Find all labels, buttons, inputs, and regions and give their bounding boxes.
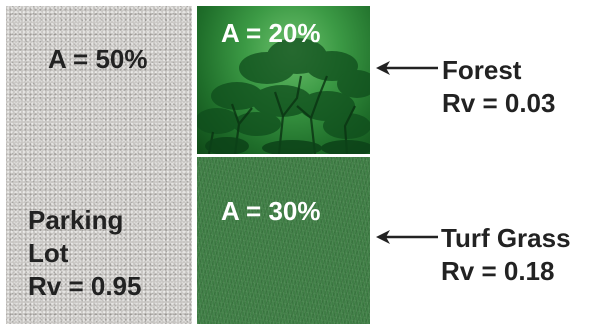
parking-rv-label: Rv = 0.95 <box>28 271 142 301</box>
turf-name-label: Turf Grass <box>441 223 571 253</box>
turf-grass-panel <box>197 157 370 324</box>
parking-name-line-2: Lot <box>28 238 69 268</box>
parking-lot-panel <box>6 6 192 324</box>
left-arrow-icon <box>376 61 438 75</box>
parking-area-label: A = 50% <box>48 44 148 74</box>
forest-rv-label: Rv = 0.03 <box>442 88 556 118</box>
forest-area-label: A = 20% <box>221 18 321 48</box>
forest-trees-illustration <box>197 38 370 154</box>
turf-area-label: A = 30% <box>221 196 321 226</box>
left-arrow-icon <box>376 230 438 244</box>
turf-rv-label: Rv = 0.18 <box>441 256 555 286</box>
parking-name-line-1: Parking <box>28 205 124 235</box>
forest-panel <box>197 6 370 154</box>
forest-name-label: Forest <box>442 55 522 85</box>
